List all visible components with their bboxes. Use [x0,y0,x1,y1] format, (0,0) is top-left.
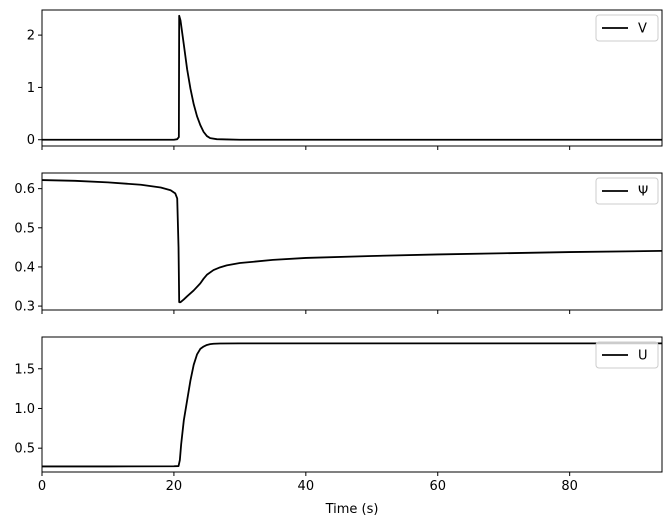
x-tick-label: 80 [561,479,578,494]
y-tick-label: 2 [27,29,35,44]
y-tick-label: 1.5 [14,362,35,377]
axes-frame [41,9,663,147]
plots-container: 0 1 2 V 0.3 0.4 0.5 0.6 Ψ 0.5 1.0 1.5 0 20 40 60 80 U [14,9,663,494]
x-tick-label: 40 [298,479,315,494]
x-axis-label: Time (s) [325,502,379,517]
subplot-2: 0.3 0.4 0.5 0.6 Ψ [14,172,663,315]
y-tick-label: 0 [27,133,35,148]
axes-frame [41,172,663,311]
series-line-u [42,342,662,468]
y-tick-label: 0.3 [14,300,35,315]
series-line-psi [42,179,662,304]
y-tick-label: 1 [27,81,35,96]
y-tick-label: 0.6 [14,182,35,197]
legend: U [595,341,659,369]
y-tick-label: 1.0 [14,402,35,417]
subplot-3: 0.5 1.0 1.5 0 20 40 60 80 U [14,336,663,494]
x-tick-label: 60 [429,479,446,494]
y-tick-label: 0.4 [14,260,35,275]
x-tick-label: 20 [166,479,183,494]
y-tick-label: 0.5 [14,221,35,236]
subplot-1: 0 1 2 V [27,9,663,150]
legend-label: Ψ [638,185,648,200]
legend: V [595,14,659,42]
legend-label: V [638,22,647,37]
legend: Ψ [595,177,659,205]
axes-frame [41,336,663,473]
legend-label: U [638,349,648,364]
series-line-v [42,14,662,141]
y-tick-label: 0.5 [14,442,35,457]
x-tick-label: 0 [38,479,46,494]
